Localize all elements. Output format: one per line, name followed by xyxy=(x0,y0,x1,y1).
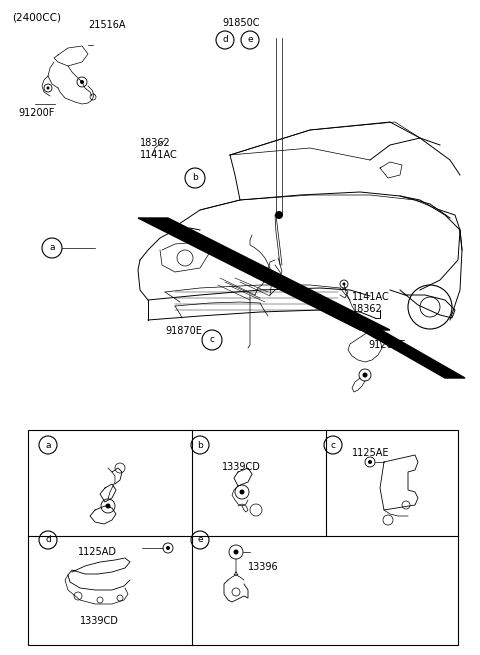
Circle shape xyxy=(47,86,49,90)
Circle shape xyxy=(362,373,368,377)
Circle shape xyxy=(368,460,372,464)
Text: 1125AE: 1125AE xyxy=(352,448,389,458)
Text: e: e xyxy=(197,536,203,544)
Text: 1339CD: 1339CD xyxy=(222,462,261,472)
Text: 91200T: 91200T xyxy=(368,340,405,350)
Circle shape xyxy=(240,489,244,495)
Bar xyxy=(28,430,458,645)
Text: a: a xyxy=(45,441,51,449)
Text: a: a xyxy=(49,244,55,252)
Polygon shape xyxy=(300,295,465,378)
Text: 91200F: 91200F xyxy=(18,108,54,118)
Text: d: d xyxy=(222,35,228,45)
Text: 21516A: 21516A xyxy=(88,20,125,30)
Text: 18362: 18362 xyxy=(140,138,171,148)
Text: c: c xyxy=(209,335,215,345)
Text: c: c xyxy=(331,441,336,449)
Text: 91850C: 91850C xyxy=(222,18,260,28)
Text: 13396: 13396 xyxy=(248,562,278,572)
Circle shape xyxy=(233,550,239,555)
Text: e: e xyxy=(247,35,253,45)
Text: 1339CD: 1339CD xyxy=(80,616,119,626)
Circle shape xyxy=(80,80,84,84)
Text: d: d xyxy=(45,536,51,544)
Text: 91870E: 91870E xyxy=(165,326,202,336)
Text: 1141AC: 1141AC xyxy=(352,292,390,302)
Text: b: b xyxy=(192,174,198,183)
Circle shape xyxy=(166,546,170,550)
Polygon shape xyxy=(138,218,390,330)
Text: 1141AC: 1141AC xyxy=(140,150,178,160)
Circle shape xyxy=(343,282,346,286)
Text: 18362: 18362 xyxy=(352,304,383,314)
Text: b: b xyxy=(197,441,203,449)
Text: (2400CC): (2400CC) xyxy=(12,12,61,22)
Circle shape xyxy=(106,504,110,508)
Circle shape xyxy=(275,211,283,219)
Text: 1125AD: 1125AD xyxy=(78,547,117,557)
